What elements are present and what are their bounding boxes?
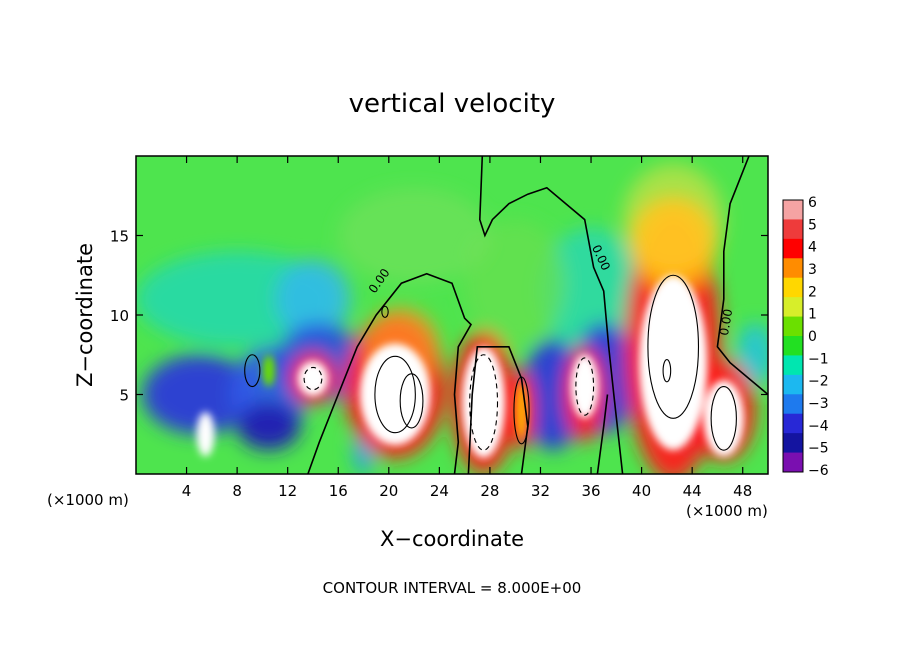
colorbar-tick-label: 4 <box>808 240 817 256</box>
contour-value-label: 0.00 <box>717 308 735 337</box>
field-region <box>464 219 566 347</box>
contour-line-core <box>381 305 389 318</box>
colorbar-swatch <box>783 238 803 259</box>
contour-line-core <box>647 274 700 419</box>
field-region <box>736 322 768 387</box>
y-axis: 5 10 15 <box>110 228 768 405</box>
x-tick-label: 20 <box>379 482 398 500</box>
contour-line-core <box>662 358 672 383</box>
colorbar-tick-label: 1 <box>808 307 817 323</box>
colorbar: 6 5 4 3 2 1 0 −1 −2 −3 −4 −5 −6 <box>782 195 829 479</box>
updraft-core <box>297 361 329 397</box>
colorbar-swatch <box>783 433 803 454</box>
colorbar-swatch <box>783 297 803 318</box>
x-tick-label: 4 <box>182 482 192 500</box>
colorbar-swatch <box>783 355 803 376</box>
contour-line-core <box>513 376 530 445</box>
colorbar-swatch <box>783 200 803 220</box>
colorbar-tick-label: −4 <box>808 418 829 434</box>
contour-interval-footer: CONTOUR INTERVAL = 8.000E+00 <box>323 579 582 597</box>
y-axis-title: Z−coordinate <box>73 243 97 387</box>
x-axis-title: X−coordinate <box>380 527 524 551</box>
updraft-core <box>359 343 431 446</box>
colorbar-tick-label: −5 <box>808 441 829 457</box>
x-unit-label-right: (×1000 m) <box>686 502 768 520</box>
contour-line-core <box>399 373 424 429</box>
contour-line-core <box>374 355 416 434</box>
colorbar-swatch <box>783 452 803 473</box>
colorbar-swatch <box>783 413 803 434</box>
colorbar-swatch <box>783 277 803 298</box>
y-tick-label: 10 <box>110 307 129 325</box>
plot-area: 0.000.000.00 <box>136 156 768 474</box>
contour-line-core <box>710 386 737 451</box>
updraft-core <box>515 381 528 440</box>
colorbar-tick-label: −2 <box>808 374 829 390</box>
x-axis: 4 8 12 16 20 24 28 32 36 40 44 48 <box>182 156 752 500</box>
contour-lines <box>244 156 768 474</box>
x-tick-label: 48 <box>733 482 752 500</box>
colorbar-frame <box>782 199 804 473</box>
contour-line-core <box>575 357 595 416</box>
downdraft-core <box>196 411 215 457</box>
colorbar-swatch <box>783 258 803 279</box>
colorbar-swatch <box>783 374 803 395</box>
contour-line-zero <box>596 394 609 474</box>
x-tick-label: 12 <box>278 482 297 500</box>
updraft-core <box>570 354 599 419</box>
field-region <box>338 187 490 284</box>
updraft-core <box>262 354 276 387</box>
colorbar-tick-label: −6 <box>808 463 829 479</box>
colorbar-swatch <box>783 336 803 356</box>
colorbar-tick-label: 3 <box>808 262 817 278</box>
field-region <box>275 259 351 339</box>
x-tick-label: 16 <box>329 482 348 500</box>
x-tick-label: 40 <box>632 482 651 500</box>
field-region <box>540 227 642 355</box>
x-unit-label-left: (×1000 m) <box>47 491 129 509</box>
contour-line-core <box>303 366 323 391</box>
field-region <box>142 354 257 435</box>
updraft-core <box>639 275 708 451</box>
x-tick-label: 32 <box>531 482 550 500</box>
x-tick-label: 24 <box>430 482 449 500</box>
updraft-core <box>462 346 506 459</box>
contour-line-zero <box>307 272 472 474</box>
y-tick-label: 5 <box>119 387 129 405</box>
x-tick-label: 8 <box>232 482 242 500</box>
field-region <box>622 163 724 276</box>
colorbar-tick-label: 2 <box>808 284 817 300</box>
contour-line-zero <box>716 156 768 396</box>
contour-line-core <box>244 354 261 388</box>
colorbar-tick-label: 0 <box>808 329 817 345</box>
y-tick-label: 15 <box>110 228 129 246</box>
colorbar-tick-label: 6 <box>808 195 817 211</box>
x-tick-label: 28 <box>480 482 499 500</box>
colorbar-tick-label: 5 <box>808 217 817 233</box>
colorbar-swatch <box>783 316 803 337</box>
x-tick-label: 36 <box>581 482 600 500</box>
updraft-core <box>703 380 744 457</box>
x-tick-label: 44 <box>683 482 702 500</box>
contour-line-core <box>469 354 499 451</box>
colorbar-tick-label: −1 <box>808 351 829 367</box>
colorbar-swatch <box>783 219 803 240</box>
field-region <box>237 402 301 451</box>
colorbar-tick-label: −3 <box>808 396 829 412</box>
chart-title: vertical velocity <box>349 89 556 119</box>
colorbar-swatch <box>783 394 803 415</box>
contour-line-zero <box>478 156 624 474</box>
